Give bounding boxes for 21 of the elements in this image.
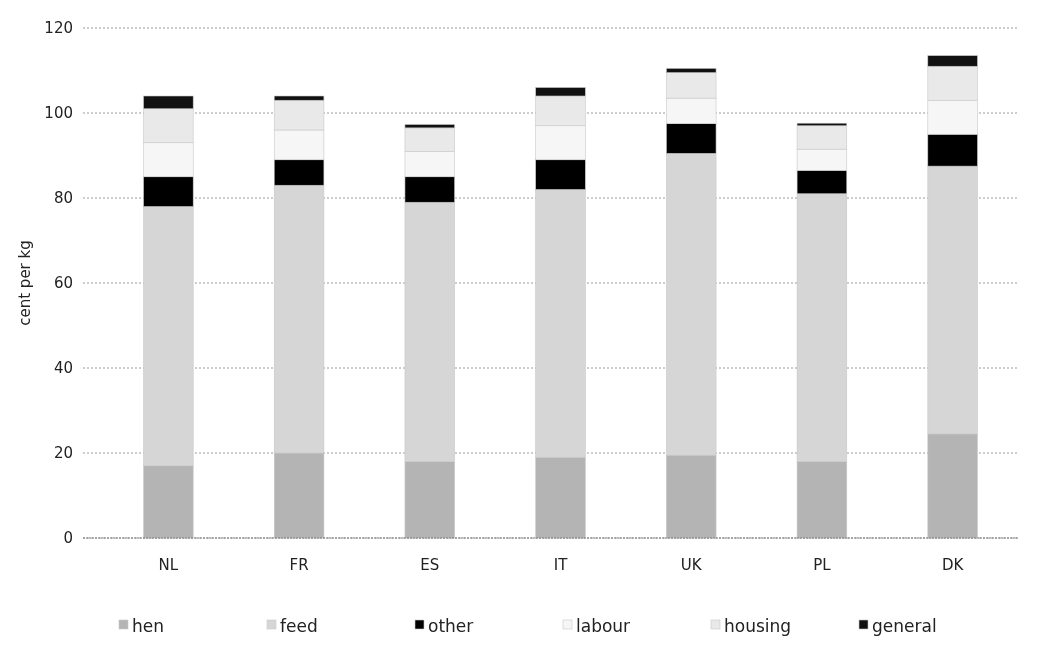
y-tick-label: 60 [53,274,73,293]
legend-label: hen [132,615,165,636]
legend-label: other [428,615,474,636]
legend-label: feed [280,615,318,636]
y-tick-label: 120 [44,19,73,38]
x-tick-label: PL [813,556,832,574]
y-tick-label: 40 [53,359,73,378]
y-axis-title: cent per kg [16,240,34,326]
y-tick-label: 20 [53,444,73,463]
x-tick-label: FR [289,556,309,574]
y-tick-label: 80 [53,189,73,208]
x-tick-label: ES [420,556,440,574]
y-tick-label: 0 [63,529,73,548]
x-tick-label: IT [553,556,569,574]
legend-label: labour [576,615,631,636]
x-tick-label: DK [941,556,965,574]
legend-label: general [872,615,937,636]
legend-label: housing [724,615,792,636]
x-tick-label: UK [680,556,703,574]
y-tick-label: 100 [44,104,73,123]
x-tick-label: NL [158,556,179,574]
